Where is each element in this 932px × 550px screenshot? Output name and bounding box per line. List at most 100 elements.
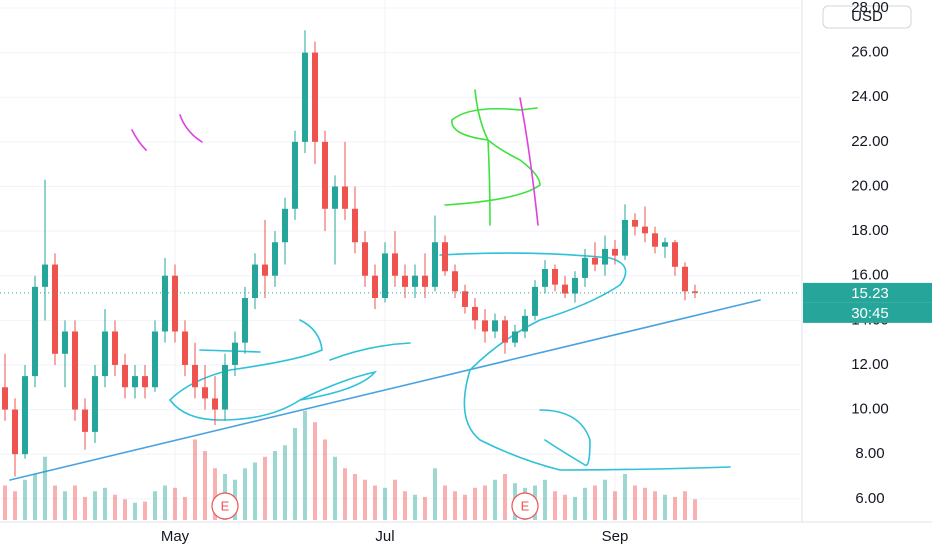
price-label: 15.23	[851, 285, 889, 302]
volume-bar	[183, 497, 187, 520]
volume-bar	[153, 491, 157, 520]
candle-body	[582, 257, 588, 278]
x-tick-label: Sep	[602, 528, 629, 545]
candle-body	[82, 409, 88, 432]
volume-bar	[573, 497, 577, 520]
volume-bar	[83, 497, 87, 520]
candle-body	[482, 320, 488, 332]
volume-bar	[443, 485, 447, 520]
volume-bar	[693, 499, 697, 520]
candle-body	[92, 376, 98, 432]
volume-bar	[453, 491, 457, 520]
candle-body	[662, 242, 668, 247]
currency-label: USD	[851, 8, 883, 25]
y-tick-label: 28.00	[851, 0, 889, 16]
y-tick-label: 26.00	[851, 44, 889, 61]
volume-bar	[433, 468, 437, 520]
volume-bar	[543, 479, 547, 520]
y-tick-label: 16.00	[851, 267, 889, 284]
volume-bar	[653, 491, 657, 520]
candle-body	[442, 242, 448, 272]
candle-body	[472, 306, 478, 321]
volume-bar	[143, 501, 147, 520]
candle-body	[382, 253, 388, 299]
candle-body	[282, 208, 288, 243]
volume-bar	[103, 487, 107, 520]
volume-bar	[633, 485, 637, 520]
candle-body	[652, 233, 658, 247]
pen-stroke	[444, 89, 541, 226]
candle-body	[452, 271, 458, 292]
x-tick-label: Jul	[375, 528, 394, 545]
volume-bar	[3, 485, 7, 520]
volume-bar	[353, 474, 357, 520]
volume-bar	[503, 474, 507, 520]
candle-body	[552, 269, 558, 285]
volume-bar	[193, 439, 197, 520]
candle-body	[362, 242, 368, 276]
currency-button[interactable]	[822, 5, 912, 29]
candle-body	[122, 364, 128, 388]
volume-bar	[203, 451, 207, 520]
candle-body	[32, 286, 38, 377]
volume-bar	[473, 487, 477, 520]
volume-bar	[553, 491, 557, 520]
volume-bar	[493, 479, 497, 520]
countdown-label: 30:45	[851, 305, 889, 322]
candle-body	[132, 376, 138, 388]
volume-bar	[33, 474, 37, 520]
volume-bar	[683, 491, 687, 520]
candle-body	[162, 275, 168, 332]
candle-body	[562, 284, 568, 294]
trend-line	[9, 299, 761, 481]
event-label: E	[521, 498, 530, 513]
volume-bar	[173, 487, 177, 520]
candle-body	[592, 257, 598, 265]
volume-bar	[603, 479, 607, 520]
candle-body	[192, 364, 198, 388]
event-marker	[211, 492, 239, 520]
volume-bar	[623, 474, 627, 520]
volume-bar	[23, 479, 27, 520]
candle-body	[542, 269, 548, 287]
candle-body	[402, 275, 408, 287]
candle-body	[332, 186, 338, 209]
candle-body	[142, 376, 148, 388]
candle-body	[232, 342, 238, 365]
candle-body	[72, 331, 78, 410]
volume-bar	[343, 468, 347, 520]
volume-bar	[303, 410, 307, 520]
candle-body	[682, 266, 688, 292]
candle-body	[572, 277, 578, 294]
volume-bar	[213, 468, 217, 520]
volume-bar	[613, 491, 617, 520]
volume-bar	[593, 485, 597, 520]
volume-bar	[643, 487, 647, 520]
candle-body	[462, 291, 468, 307]
candle-body	[372, 275, 378, 299]
candle-body	[502, 320, 508, 343]
volume-bar	[333, 456, 337, 520]
volume-bar	[463, 494, 467, 520]
candle-body	[352, 208, 358, 243]
candle-body	[242, 298, 248, 343]
candle-body	[412, 275, 418, 287]
y-tick-label: 12.00	[851, 356, 889, 373]
event-label: E	[221, 498, 230, 513]
volume-bar	[273, 451, 277, 520]
candle-body	[632, 219, 638, 227]
drawings	[9, 89, 761, 481]
candle-body	[52, 264, 58, 354]
volume-bar	[163, 485, 167, 520]
candle-body	[202, 387, 208, 399]
candle-body	[692, 291, 698, 293]
volume-bar	[323, 439, 327, 520]
candle-body	[222, 364, 228, 410]
candle-body	[602, 248, 608, 265]
candle-body	[322, 141, 328, 209]
volume-bar	[123, 499, 127, 520]
y-tick-label: 20.00	[851, 177, 889, 194]
volume-bar	[583, 487, 587, 520]
volume-bar	[383, 487, 387, 520]
candle-body	[292, 141, 298, 209]
